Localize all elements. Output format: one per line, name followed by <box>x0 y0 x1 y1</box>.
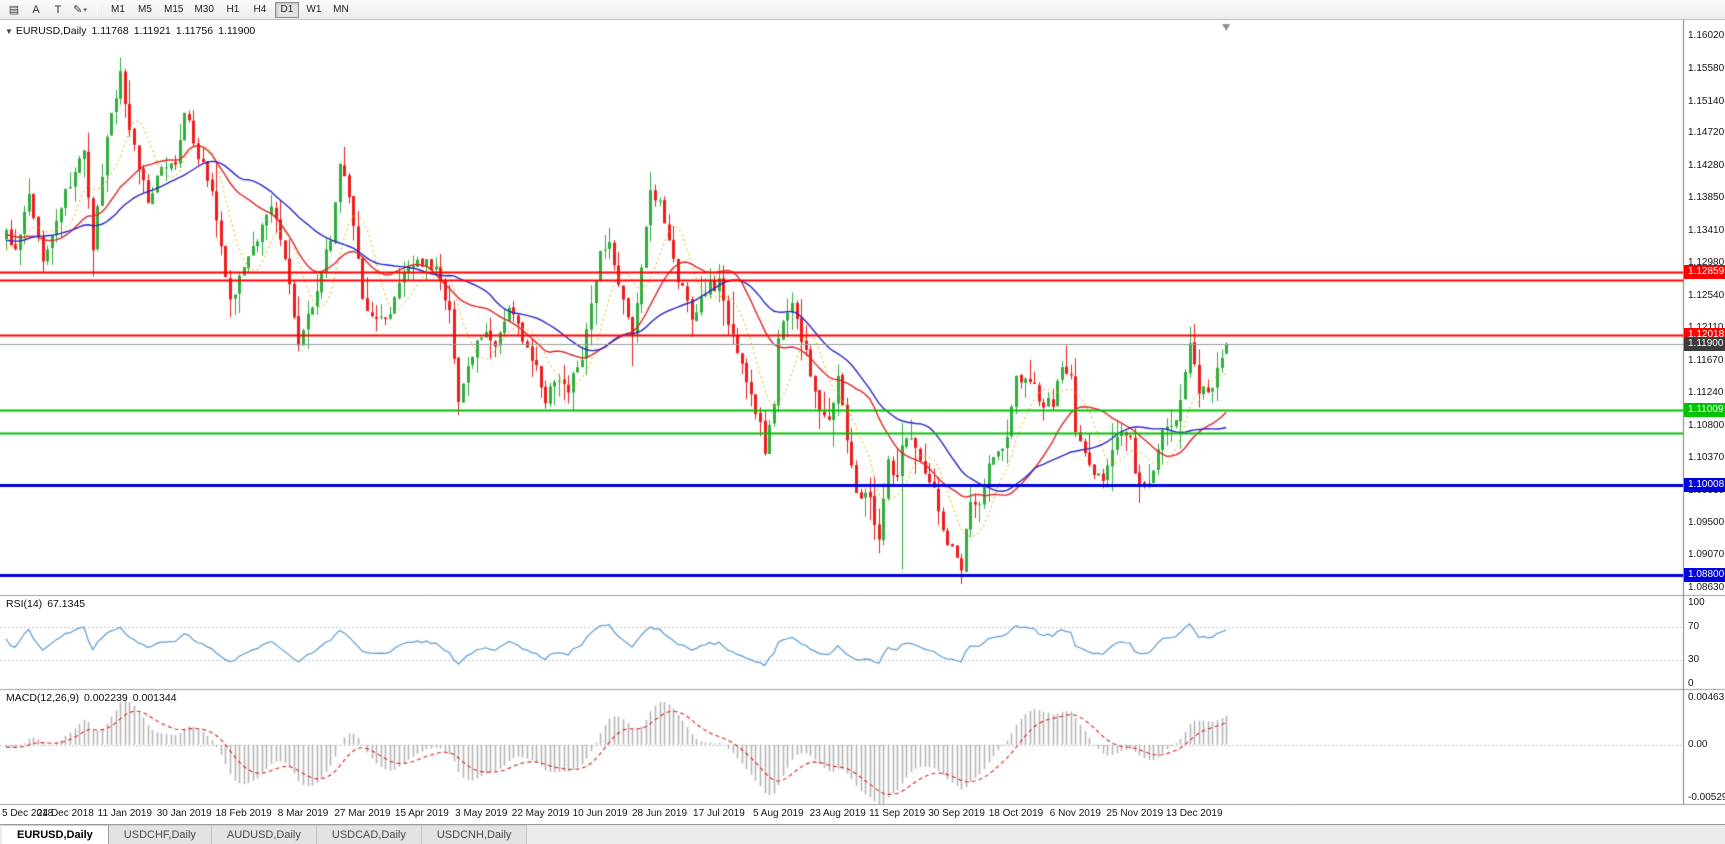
tab-audusd[interactable]: AUDUSD,Daily <box>211 825 317 844</box>
chart-tab-bar: EURUSD,Daily USDCHF,Daily AUDUSD,Daily U… <box>0 824 1725 844</box>
tab-usdcad[interactable]: USDCAD,Daily <box>316 825 422 844</box>
tab-eurusd[interactable]: EURUSD,Daily <box>2 825 109 844</box>
tab-usdcnh[interactable]: USDCNH,Daily <box>421 825 528 844</box>
toolbar-separator <box>97 3 98 16</box>
tab-label: USDCAD,Daily <box>331 829 406 841</box>
timeframe-m30[interactable]: M30 <box>190 2 217 18</box>
timeframe-m15[interactable]: M15 <box>160 2 187 18</box>
timeframe-mn[interactable]: MN <box>329 2 353 18</box>
arrow-tool-button[interactable]: A <box>26 1 46 18</box>
timeframe-w1[interactable]: W1 <box>302 2 326 18</box>
timeframe-d1[interactable]: D1 <box>274 1 299 18</box>
timeframe-row: M1 M5 M15 M30 H1 H4 D1 W1 MN <box>106 1 353 18</box>
tab-label: AUDUSD,Daily <box>226 829 301 841</box>
timeframe-h1[interactable]: H1 <box>221 2 245 18</box>
charts-icon[interactable]: ▤ <box>4 1 24 18</box>
toolbar: ▤ A T ✎ ▾ M1 M5 M15 M30 H1 H4 D1 W1 MN <box>0 0 1725 20</box>
pencil-icon: ✎ <box>73 4 83 16</box>
tab-label: USDCNH,Daily <box>436 829 512 841</box>
draw-tool-button[interactable]: ✎ ▾ <box>70 1 90 18</box>
timeframe-h4[interactable]: H4 <box>248 2 272 18</box>
text-tool-button[interactable]: T <box>48 1 68 18</box>
timeframe-m5[interactable]: M5 <box>133 2 157 18</box>
tab-label: EURUSD,Daily <box>17 829 93 841</box>
timeframe-m1[interactable]: M1 <box>106 2 130 18</box>
tab-label: USDCHF,Daily <box>123 829 196 841</box>
tab-usdchf[interactable]: USDCHF,Daily <box>108 825 212 844</box>
chevron-down-icon: ▾ <box>83 6 87 14</box>
